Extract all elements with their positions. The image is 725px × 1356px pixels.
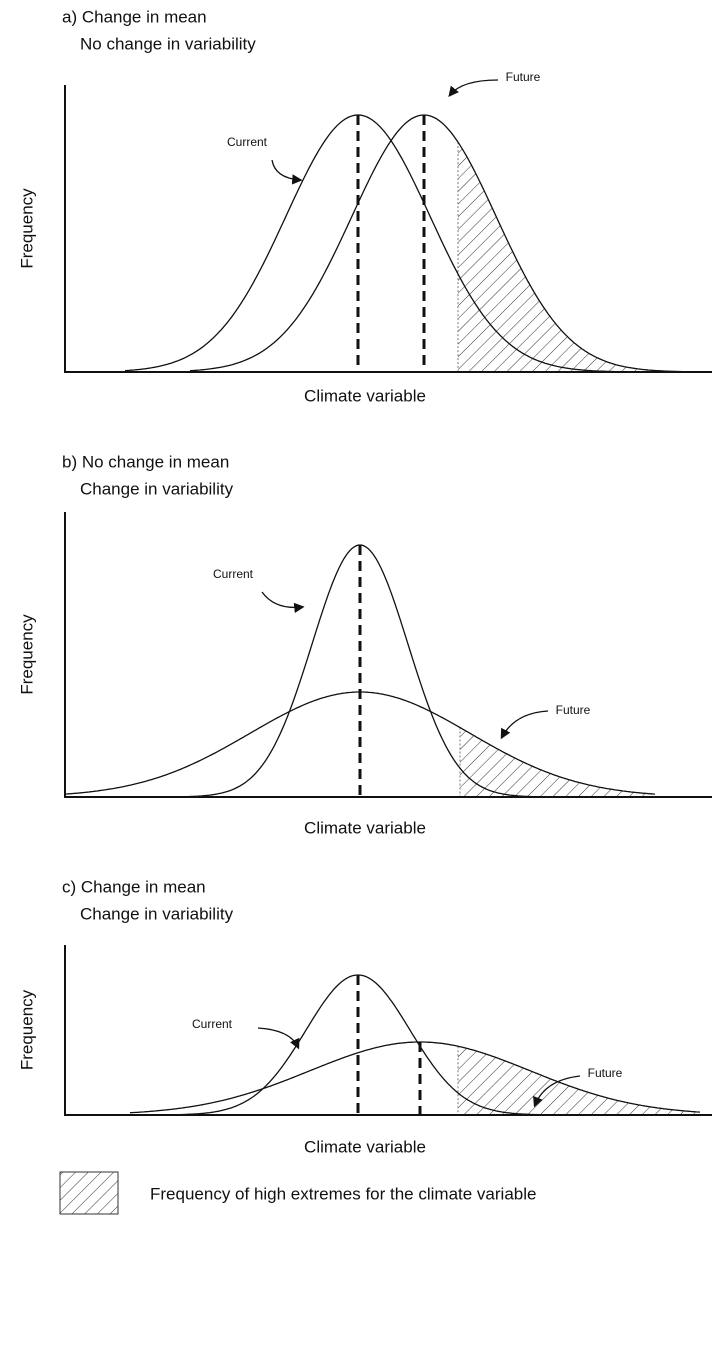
current-curve bbox=[124, 114, 619, 373]
panel-subtitle: Change in variability bbox=[80, 904, 234, 923]
future-label: Future bbox=[506, 70, 541, 84]
y-axis-label: Frequency bbox=[17, 989, 36, 1070]
future-label: Future bbox=[588, 1066, 623, 1080]
hatched-area bbox=[460, 727, 655, 797]
panel-title: b) No change in mean bbox=[62, 452, 229, 471]
axes bbox=[64, 945, 712, 1116]
panel-subtitle: Change in variability bbox=[80, 479, 234, 498]
legend-label: Frequency of high extremes for the clima… bbox=[150, 1184, 536, 1203]
x-axis-label: Climate variable bbox=[304, 1137, 426, 1156]
y-axis-label: Frequency bbox=[17, 188, 36, 269]
current-arrow bbox=[257, 1027, 300, 1050]
panel-subtitle: No change in variability bbox=[80, 34, 256, 53]
panel-title: c) Change in mean bbox=[62, 877, 206, 896]
future-arrow bbox=[448, 79, 499, 98]
current-arrow bbox=[271, 159, 303, 185]
y-axis-label: Frequency bbox=[17, 614, 36, 695]
current-label: Current bbox=[227, 135, 268, 149]
x-axis-label: Climate variable bbox=[304, 386, 426, 405]
future-curve bbox=[189, 114, 690, 373]
future-label: Future bbox=[556, 703, 591, 717]
panels: a) Change in mean No change in variabilit… bbox=[17, 7, 712, 1156]
future-arrow bbox=[533, 1075, 581, 1108]
current-curve bbox=[140, 544, 600, 798]
current-label: Current bbox=[192, 1017, 233, 1031]
hatched-area bbox=[458, 1046, 700, 1115]
panel-title: a) Change in mean bbox=[62, 7, 207, 26]
axes bbox=[64, 85, 712, 373]
axes bbox=[64, 512, 712, 798]
hatched-area bbox=[458, 142, 690, 372]
x-axis-label: Climate variable bbox=[304, 818, 426, 837]
legend-swatch bbox=[59, 1171, 119, 1215]
future-arrow bbox=[500, 710, 549, 740]
future-curve bbox=[129, 1041, 701, 1114]
current-label: Current bbox=[213, 567, 254, 581]
current-arrow bbox=[261, 591, 305, 614]
